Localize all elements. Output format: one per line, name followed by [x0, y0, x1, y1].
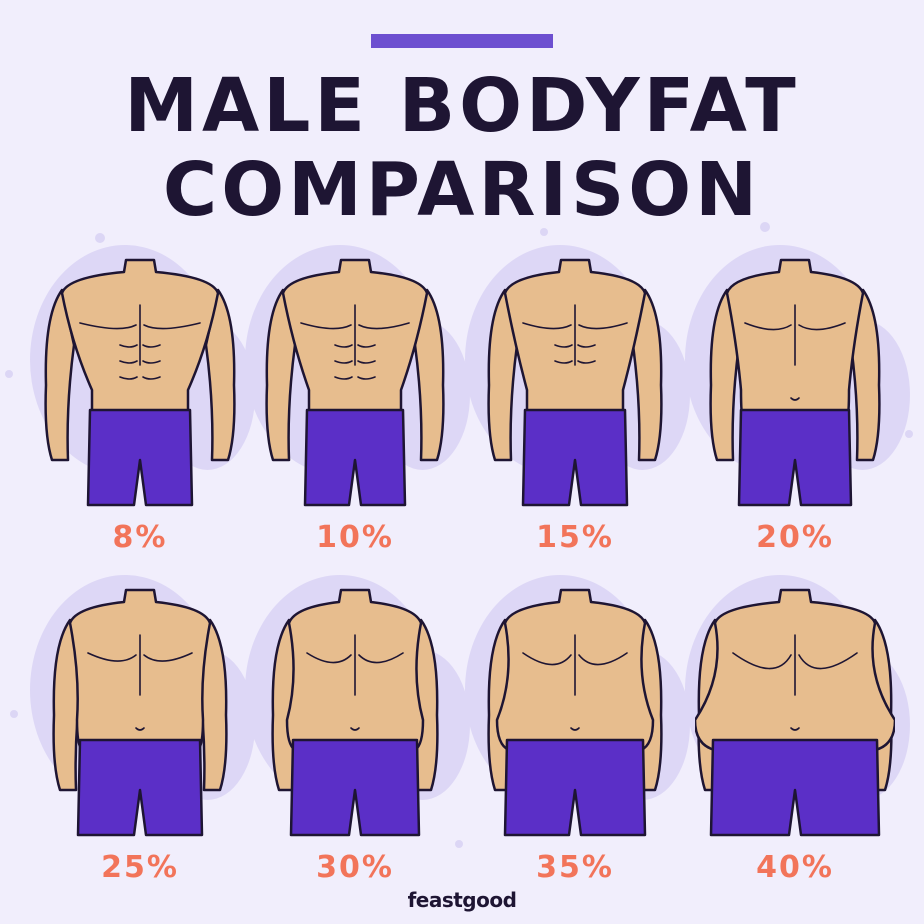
right-arm: [631, 288, 663, 462]
brand-logo: feastgood: [407, 888, 517, 912]
ab-line: [334, 376, 353, 380]
ab-line: [334, 344, 353, 348]
chest-line: [300, 322, 352, 330]
figure-card-30pct: 30%: [245, 570, 470, 900]
ab-line: [357, 360, 376, 364]
figure-card-20pct: 20%: [685, 240, 910, 570]
chest-line: [143, 322, 201, 330]
shorts: [76, 738, 204, 837]
chest-line: [522, 322, 572, 330]
navel: [790, 727, 800, 731]
decor-dot: [760, 222, 770, 232]
chest-line: [732, 652, 792, 670]
bodyfat-label: 35%: [536, 850, 614, 885]
right-arm: [413, 288, 445, 462]
chest-line: [798, 322, 846, 331]
body-illustration: [487, 588, 663, 837]
body-illustration: [52, 588, 228, 837]
left-arm: [265, 288, 297, 462]
body-illustration: [709, 258, 881, 507]
ab-line: [577, 344, 596, 348]
left-arm: [44, 288, 76, 462]
shorts: [521, 408, 629, 507]
chest-line: [143, 652, 193, 662]
bodyfat-label: 30%: [316, 850, 394, 885]
bodyfat-label: 20%: [756, 520, 834, 555]
shorts: [503, 738, 647, 837]
ab-line: [142, 344, 161, 348]
right-arm: [204, 288, 236, 462]
ab-line: [554, 360, 573, 364]
ab-line: [554, 344, 573, 348]
decor-dot: [905, 430, 913, 438]
ab-line: [357, 376, 376, 380]
title-line-2: COMPARISON: [162, 147, 762, 233]
shorts: [737, 408, 853, 507]
bodyfat-label: 25%: [101, 850, 179, 885]
navel: [790, 397, 800, 401]
decor-dot: [540, 228, 548, 236]
navel: [570, 727, 580, 731]
shorts: [709, 738, 881, 837]
chest-line: [79, 322, 137, 330]
ab-line: [119, 376, 138, 380]
body-illustration: [265, 258, 445, 507]
chest-line: [798, 652, 858, 670]
shorts: [303, 408, 407, 507]
ab-line: [577, 360, 596, 364]
figure-card-35pct: 35%: [465, 570, 690, 900]
title-line-1: MALE BODYFAT: [124, 63, 800, 149]
ab-line: [142, 376, 161, 380]
chest-line: [578, 652, 628, 666]
navel: [350, 727, 360, 731]
body-illustration: [695, 588, 895, 837]
decor-dot: [5, 370, 13, 378]
navel: [135, 727, 145, 731]
ab-line: [357, 344, 376, 348]
chest-line: [87, 652, 137, 662]
chest-line: [358, 652, 404, 664]
figure-card-10pct: 10%: [245, 240, 470, 570]
body-illustration: [271, 588, 439, 837]
figure-card-25pct: 25%: [30, 570, 255, 900]
right-arm: [849, 288, 881, 462]
body-illustration: [487, 258, 663, 507]
left-arm: [709, 288, 741, 462]
decor-dot: [10, 710, 18, 718]
decor-dot: [95, 233, 105, 243]
bodyfat-label: 8%: [112, 520, 168, 555]
figure-card-15pct: 15%: [465, 240, 690, 570]
shorts: [289, 738, 421, 837]
bodyfat-label: 40%: [756, 850, 834, 885]
chest-line: [522, 652, 572, 666]
bodyfat-label: 10%: [316, 520, 394, 555]
figure-card-8pct: 8%: [30, 240, 255, 570]
left-arm: [487, 288, 519, 462]
chest-line: [744, 322, 792, 331]
chest-line: [306, 652, 352, 664]
ab-line: [142, 360, 161, 364]
decor-dot: [455, 840, 463, 848]
ab-line: [119, 360, 138, 364]
bodyfat-label: 15%: [536, 520, 614, 555]
body-illustration: [44, 258, 236, 507]
chest-line: [578, 322, 628, 330]
ab-line: [334, 360, 353, 364]
chest-line: [358, 322, 410, 330]
accent-bar: [371, 34, 553, 48]
ab-line: [119, 344, 138, 348]
shorts: [86, 408, 194, 507]
figure-card-40pct: 40%: [685, 570, 910, 900]
